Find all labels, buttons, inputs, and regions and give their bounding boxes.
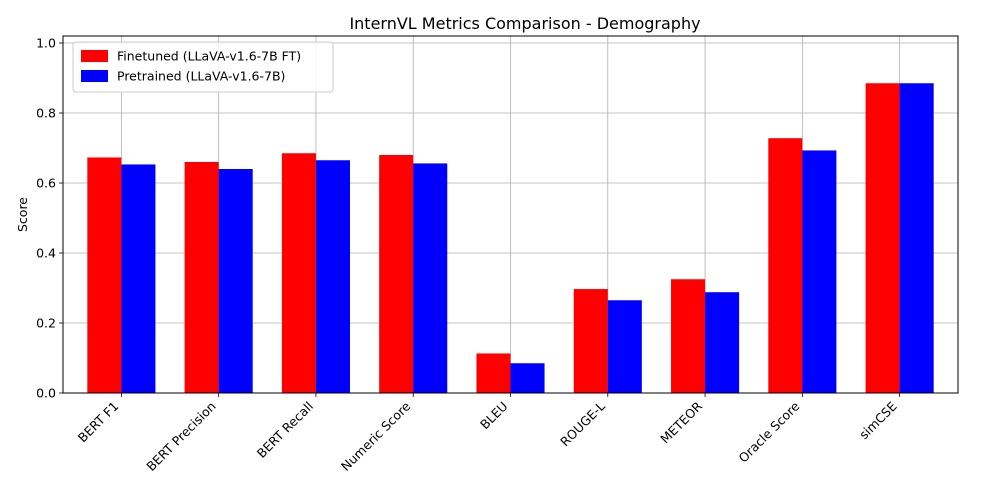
legend-swatch — [81, 50, 108, 62]
x-tick-label: ROUGE-L — [557, 398, 608, 449]
y-tick-label: 0.2 — [36, 316, 56, 331]
bar — [802, 150, 837, 393]
y-axis: 0.0 0.2 0.4 0.6 0.8 1.0 — [36, 36, 63, 401]
bar — [607, 300, 642, 393]
y-tick-label: 0.4 — [36, 246, 56, 261]
legend-box — [72, 41, 334, 93]
legend-label: Finetuned (LLaVA-v1.6-7B FT) — [117, 49, 301, 64]
y-tick-label: 0.8 — [36, 106, 56, 121]
bar — [476, 353, 511, 393]
bars — [87, 83, 934, 393]
bar — [573, 289, 608, 393]
y-tick-label: 1.0 — [36, 36, 56, 51]
chart-title: InternVL Metrics Comparison - Demography — [349, 14, 700, 33]
x-axis: BERT F1 BERT Precision BERT Recall Numeric … — [75, 393, 901, 474]
x-tick-label: BERT F1 — [75, 399, 122, 446]
bar — [218, 169, 253, 393]
bar — [705, 292, 740, 393]
bar — [768, 138, 803, 393]
x-tick-label: METEOR — [657, 398, 705, 446]
x-tick-label: simCSE — [856, 398, 900, 442]
bar — [510, 363, 545, 393]
legend: Finetuned (LLaVA-v1.6-7B FT) Pretrained (… — [72, 41, 334, 93]
y-tick-label: 0.6 — [36, 176, 56, 191]
bar — [315, 160, 350, 393]
x-tick-label: Numeric Score — [338, 398, 414, 474]
bar — [184, 162, 219, 393]
y-tick-label: 0.0 — [36, 386, 56, 401]
bar — [865, 83, 900, 393]
legend-label: Pretrained (LLaVA-v1.6-7B) — [117, 69, 285, 84]
y-axis-label: Score — [15, 197, 30, 232]
bar — [899, 83, 934, 393]
x-tick-label: BERT Recall — [254, 399, 316, 461]
bar — [379, 155, 414, 393]
x-tick-label: BLEU — [477, 399, 511, 433]
bar — [87, 157, 122, 393]
x-tick-label: BERT Precision — [143, 399, 218, 474]
legend-swatch — [81, 70, 108, 82]
bar — [413, 163, 448, 393]
bar — [121, 164, 156, 393]
bar — [281, 153, 316, 393]
x-tick-label: Oracle Score — [736, 398, 803, 465]
bar — [671, 279, 706, 393]
